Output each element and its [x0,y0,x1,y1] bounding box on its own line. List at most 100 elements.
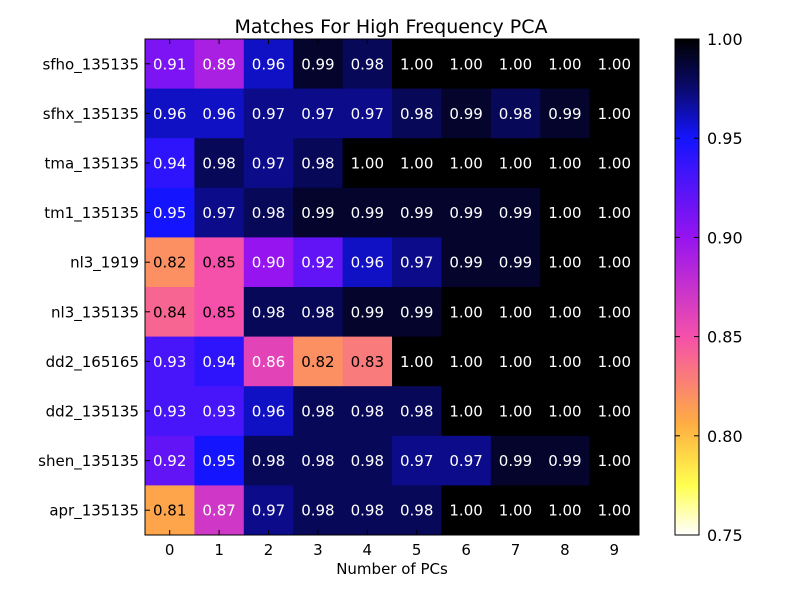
x-tick-label: 0 [165,541,175,559]
cell-value-label: 0.97 [202,204,235,222]
cell-value-label: 0.99 [351,303,384,321]
cell-value-label: 0.95 [202,452,235,470]
heatmap-cell [194,237,245,288]
heatmap-cell [342,435,393,486]
heatmap-cell [540,237,591,288]
cell-value-label: 0.98 [252,204,285,222]
cell-value-label: 0.98 [400,403,433,421]
heatmap-cell [441,237,492,288]
heatmap-cell [243,336,294,387]
cell-value-label: 0.94 [153,155,186,173]
heatmap-cell [490,287,541,338]
heatmap-cell [194,287,245,338]
cell-value-label: 0.97 [351,105,384,123]
heatmap-cell [342,287,393,338]
cell-value-label: 0.99 [449,204,482,222]
heatmap-cell [589,386,640,437]
cell-value-label: 0.99 [449,105,482,123]
x-tick-label: 5 [412,541,422,559]
cell-value-label: 1.00 [598,254,631,272]
cell-value-label: 0.96 [153,105,186,123]
cell-value-label: 0.99 [548,105,581,123]
heatmap-cell [441,88,492,139]
heatmap-cell [589,138,640,189]
cell-value-label: 0.98 [202,155,235,173]
heatmap-cell [145,39,195,90]
heatmap-cell [243,386,294,437]
heatmap-cell [392,237,442,288]
heatmap-cell [589,435,640,486]
cell-value-label: 0.99 [400,303,433,321]
heatmap-cell [293,88,344,139]
heatmap-cell [490,39,541,90]
heatmap-cell [342,138,393,189]
heatmap-cell [342,187,393,238]
heatmap-cell [145,88,195,139]
cell-value-label: 0.85 [202,254,235,272]
colorbar-tick-label: 0.75 [707,526,743,545]
heatmap-cell [342,39,393,90]
heatmap-cell [392,187,442,238]
cell-value-label: 1.00 [548,502,581,520]
heatmap-cell [145,336,195,387]
cell-value-label: 0.99 [351,204,384,222]
cell-value-label: 0.97 [400,452,433,470]
heatmap-cell [342,386,393,437]
cell-value-label: 0.98 [351,452,384,470]
cell-value-label: 0.99 [499,254,532,272]
cell-value-label: 1.00 [449,353,482,371]
x-axis-ticks: 0 1 2 3 4 5 6 7 8 9 [165,39,619,559]
cell-value-label: 0.92 [153,452,186,470]
heatmap-cell [540,435,591,486]
cell-value-label: 0.98 [301,502,334,520]
plot-frame [144,38,640,536]
heatmap-cell [243,88,294,139]
cell-value-label: 0.81 [153,502,186,520]
heatmap-cell [490,88,541,139]
colorbar-tick-label: 0.95 [707,129,743,148]
heatmap-cell [243,287,294,338]
heatmap-cell [145,435,195,486]
cell-value-label: 1.00 [449,55,482,73]
heatmap-cell [540,39,591,90]
cell-value-label: 0.96 [351,254,384,272]
heatmap-cell [589,187,640,238]
cell-value-label: 1.00 [499,353,532,371]
heatmap-cell [589,237,640,288]
cell-value-label: 0.93 [153,403,186,421]
heatmap-cell [243,237,294,288]
cell-value-label: 1.00 [598,353,631,371]
chart-title: Matches For High Frequency PCA [235,16,548,38]
cell-value-label: 0.82 [301,353,334,371]
cell-value-label: 0.98 [301,155,334,173]
heatmap-cell [342,237,393,288]
cell-value-label: 0.99 [301,204,334,222]
x-tick-label: 8 [560,541,570,559]
colorbar-tick-label: 0.85 [707,328,743,347]
cell-value-label: 0.98 [351,502,384,520]
cell-value-label: 1.00 [499,155,532,173]
cell-value-label: 0.97 [449,452,482,470]
cell-value-label: 0.98 [301,452,334,470]
cell-value-label: 0.99 [301,55,334,73]
cell-value-label: 1.00 [449,403,482,421]
y-tick-label: tm1_135135 [44,204,139,223]
cell-value-label: 1.00 [499,403,532,421]
cell-value-label: 0.98 [301,303,334,321]
heatmap-cell [392,386,442,437]
cell-value-label: 1.00 [548,353,581,371]
heatmap-cell [540,88,591,139]
heatmap-cell [145,485,195,536]
cell-value-label: 1.00 [598,452,631,470]
heatmap-cell [540,287,591,338]
heatmap-cell [441,187,492,238]
heatmap-cell [342,485,393,536]
heatmap-cell [194,336,245,387]
cell-value-label: 0.97 [252,155,285,173]
cell-value-label: 1.00 [499,55,532,73]
x-axis-label: Number of PCs [336,560,448,578]
heatmap-cell [540,485,591,536]
y-tick-label: sfhx_135135 [43,105,139,124]
heatmap-cell [194,386,245,437]
